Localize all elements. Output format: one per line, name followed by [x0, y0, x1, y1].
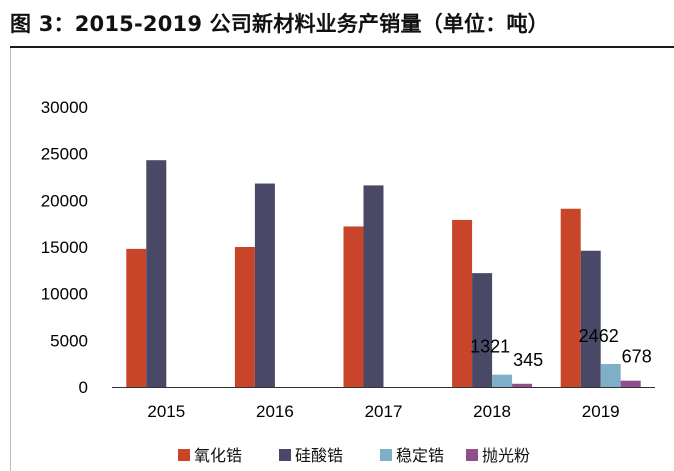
bar-氧化锆-2018 — [452, 219, 473, 387]
bar-稳定锆-2018 — [492, 374, 513, 387]
bar-稳定锆-2019 — [600, 364, 621, 387]
data-label: 1321 — [470, 337, 510, 357]
title-divider — [10, 46, 674, 48]
x-tick-label: 2016 — [256, 402, 294, 421]
x-tick-label: 2015 — [147, 402, 185, 421]
legend-label: 硅酸锆 — [295, 446, 343, 465]
legend-swatch — [178, 449, 190, 461]
y-tick-label: 25000 — [41, 145, 88, 164]
bar-氧化锆-2016 — [234, 247, 255, 387]
figure-header: 图 3：2015-2019 公司新材料业务产销量（单位：吨） — [0, 0, 674, 48]
y-tick-label: 5000 — [50, 331, 88, 350]
figure-title: 图 3：2015-2019 公司新材料业务产销量（单位：吨） — [10, 12, 549, 36]
x-tick-label: 2018 — [473, 402, 511, 421]
bar-氧化锆-2015 — [126, 248, 147, 387]
chart-legend: 氧化锆 硅酸锆 稳定锆 抛光粉 — [178, 446, 530, 465]
y-tick-label: 0 — [79, 378, 88, 397]
y-tick-label: 15000 — [41, 238, 88, 257]
bar-硅酸锆-2015 — [146, 160, 167, 387]
legend-swatch — [466, 449, 478, 461]
y-tick-label: 10000 — [41, 285, 88, 304]
bar-硅酸锆-2017 — [363, 185, 384, 387]
x-tick-label: 2017 — [365, 402, 403, 421]
y-tick-label: 20000 — [41, 191, 88, 210]
bar-硅酸锆-2016 — [254, 183, 275, 387]
legend-swatch — [279, 449, 291, 461]
bar-氧化锆-2019 — [560, 208, 581, 387]
bar-氧化锆-2017 — [343, 226, 364, 387]
y-tick-label: 30000 — [41, 98, 88, 117]
bar-硅酸锆-2018 — [472, 273, 493, 387]
legend-label: 稳定锆 — [396, 446, 444, 465]
bar-抛光粉-2019 — [620, 380, 641, 387]
legend-label: 抛光粉 — [482, 446, 530, 465]
data-label: 345 — [513, 350, 543, 370]
legend-label: 氧化锆 — [194, 446, 242, 465]
bar-抛光粉-2018 — [512, 383, 533, 387]
chart-bars — [126, 160, 641, 387]
chart-axes: 0 5000 10000 15000 20000 25000 30000 2015 2016 20… — [41, 98, 655, 421]
legend-swatch — [380, 449, 392, 461]
data-label: 2462 — [579, 326, 619, 346]
bar-硅酸锆-2019 — [580, 250, 601, 387]
x-tick-label: 2019 — [582, 402, 620, 421]
data-label: 678 — [622, 347, 652, 367]
